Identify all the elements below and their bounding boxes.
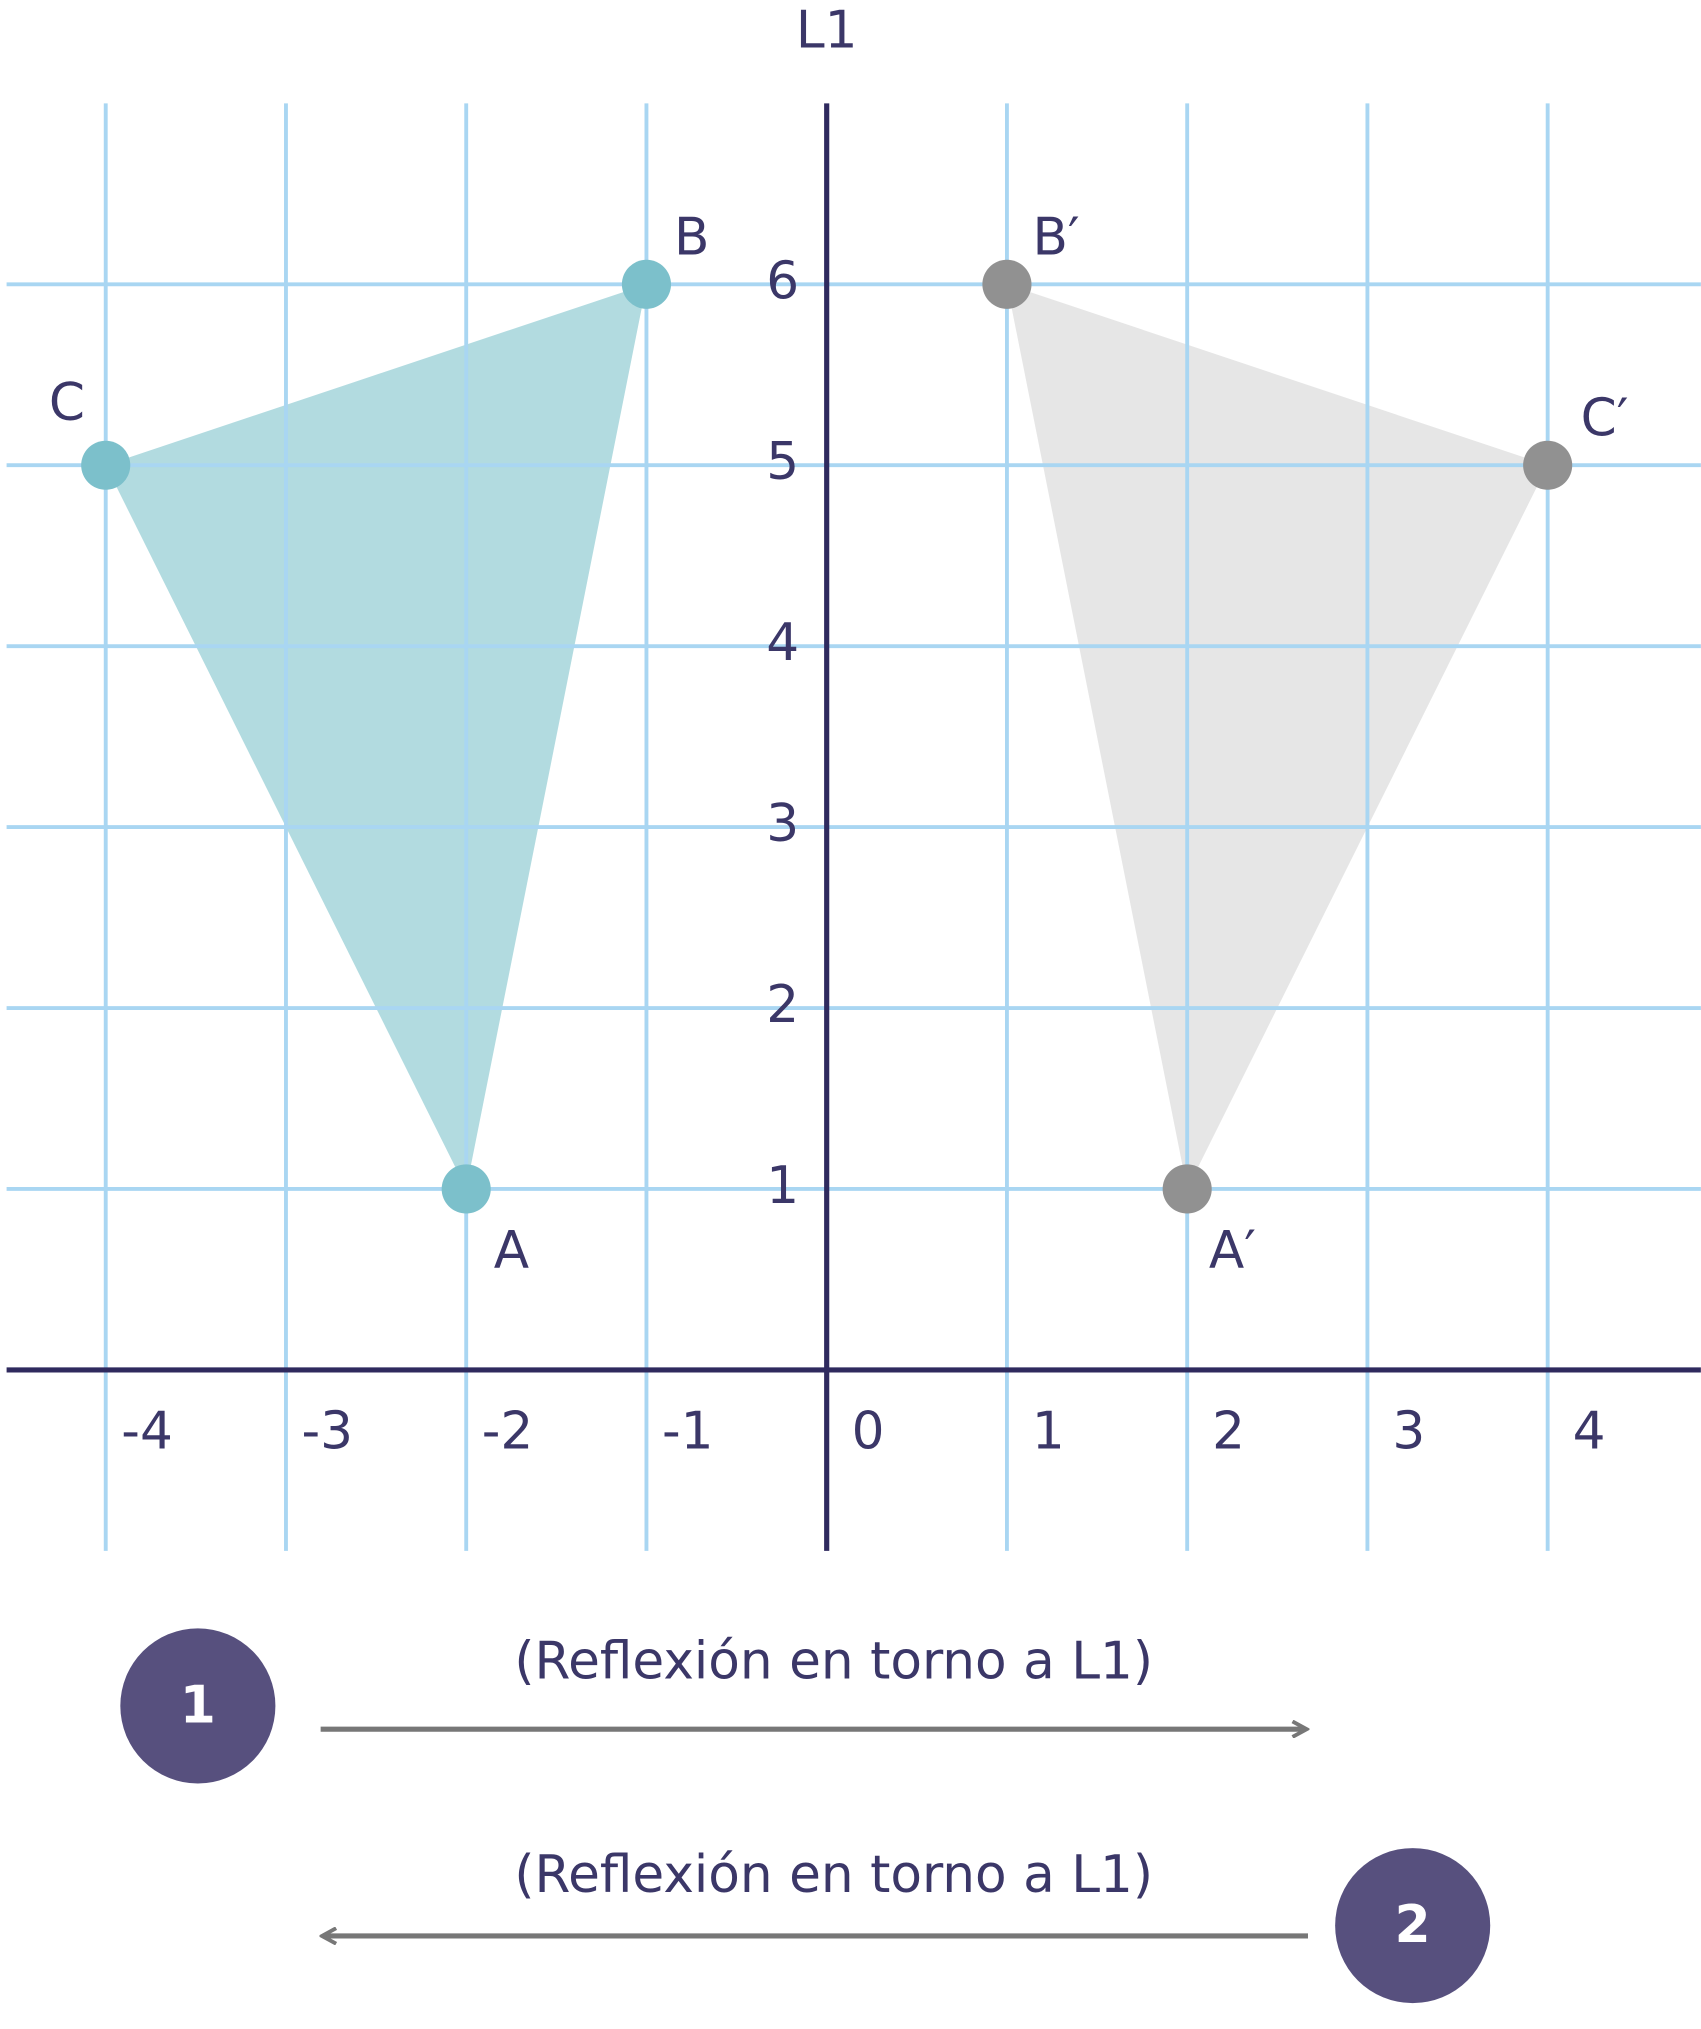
vertex [81, 440, 131, 490]
x-tick-label: 3 [1392, 1402, 1425, 1462]
vertex-label: C [49, 373, 85, 433]
vertex-label: B′ [1032, 207, 1079, 267]
x-tick-label: -3 [302, 1402, 354, 1462]
vertex-label: A [494, 1221, 529, 1281]
vertex-label: B [674, 207, 709, 267]
triangle [1006, 284, 1548, 1189]
vertex-label: A′ [1209, 1221, 1256, 1281]
x-tick-label: 1 [1032, 1402, 1065, 1462]
y-tick-label: 6 [766, 251, 799, 311]
x-tick-label: 2 [1212, 1402, 1245, 1462]
x-tick-label: 4 [1573, 1402, 1606, 1462]
vertex [1162, 1164, 1212, 1214]
step-number: 1 [180, 1675, 216, 1735]
y-tick-label: 1 [766, 1156, 799, 1216]
step-text: (Reflexión en torno a L1) [514, 1632, 1153, 1692]
x-tick-label: -2 [482, 1402, 534, 1462]
shapes [105, 284, 1548, 1189]
step-text: (Reflexión en torno a L1) [514, 1845, 1153, 1905]
x-tick-label: 0 [852, 1402, 885, 1462]
vertex [621, 259, 672, 309]
vertex [1523, 440, 1573, 490]
vertex [982, 259, 1032, 309]
x-tick-label: -1 [662, 1402, 714, 1462]
y-tick-label: 4 [766, 613, 799, 673]
vertex-label: C′ [1581, 388, 1629, 448]
step-badge [120, 1628, 276, 1784]
y-tick-label: 5 [766, 432, 799, 492]
vertex [441, 1164, 491, 1214]
x-tick-label: -4 [121, 1402, 173, 1462]
triangle [105, 284, 647, 1189]
y-tick-label: 3 [766, 794, 799, 854]
axis-label: L1 [796, 1, 858, 61]
step-badge [1335, 1848, 1491, 2004]
step-number: 2 [1395, 1895, 1431, 1955]
y-tick-label: 2 [766, 975, 799, 1035]
